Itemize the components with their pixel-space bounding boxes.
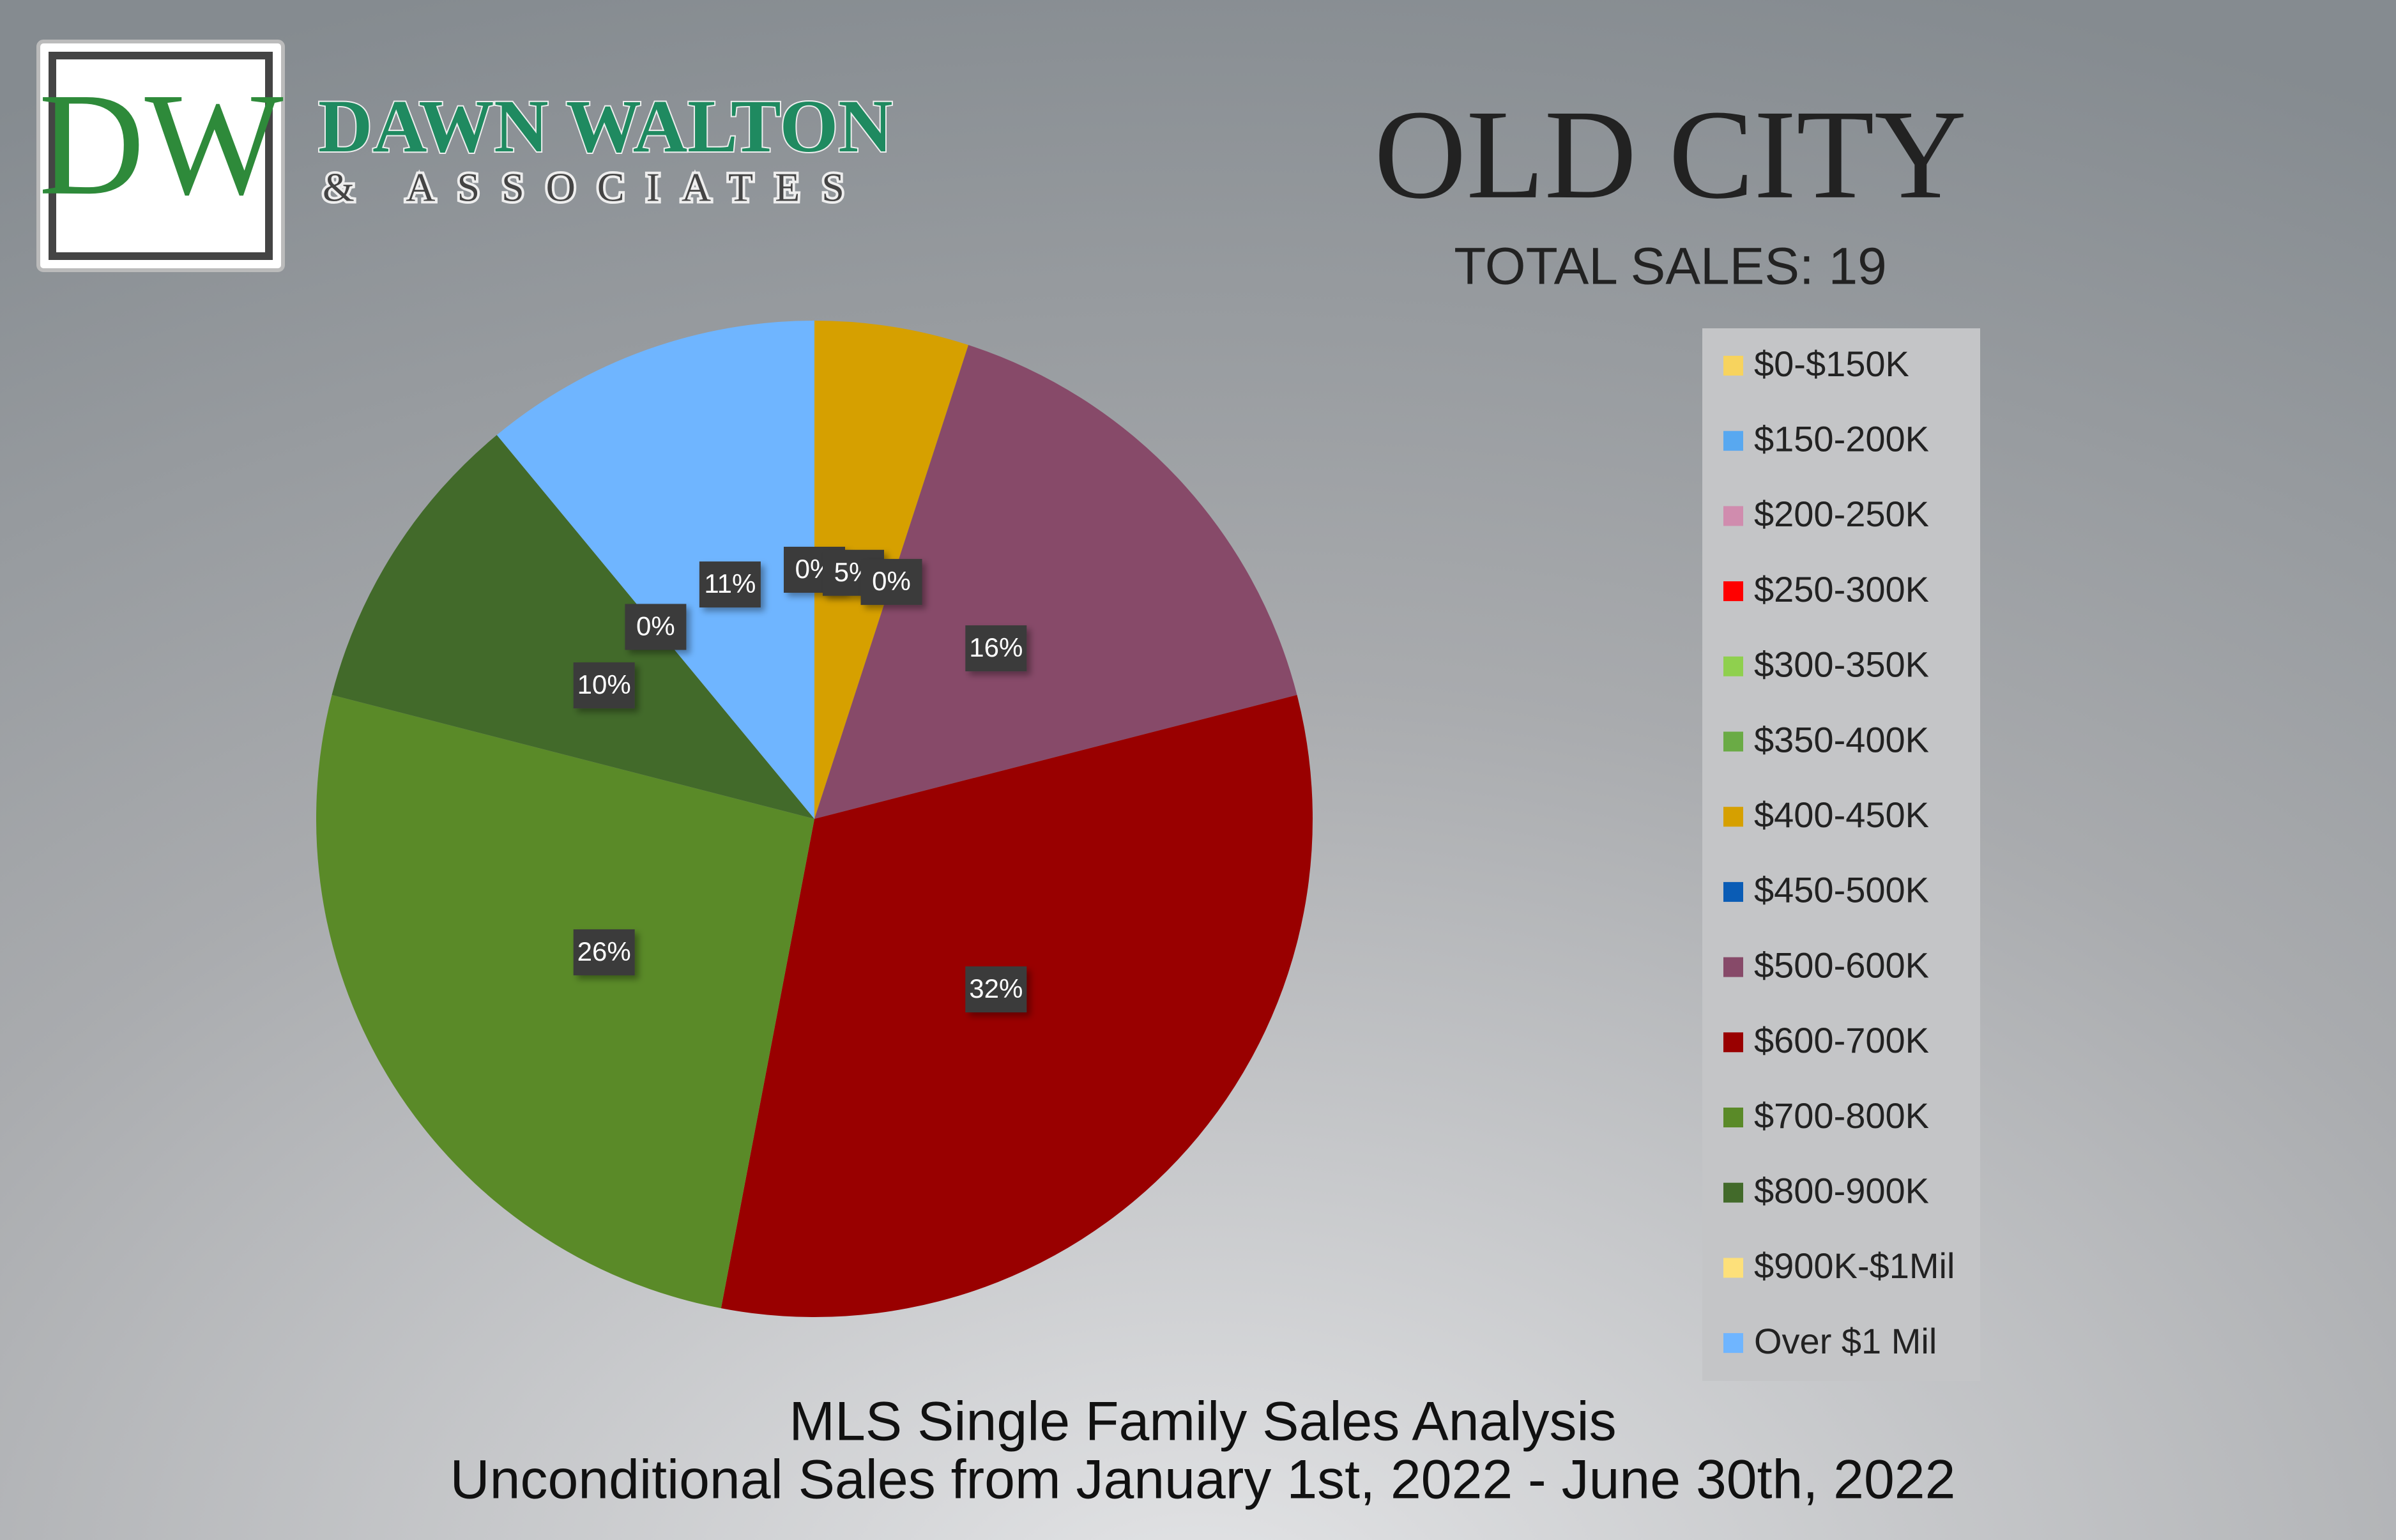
legend-label: $400-450K <box>1754 795 1929 835</box>
legend-swatch <box>1723 807 1743 827</box>
legend-swatch <box>1723 1108 1743 1127</box>
data-label: 0% <box>636 611 675 641</box>
legend-label: Over $1 Mil <box>1754 1321 1937 1361</box>
data-label: 16% <box>969 632 1023 662</box>
legend-swatch <box>1723 1258 1743 1278</box>
pie-slice <box>332 434 814 819</box>
legend-swatch <box>1723 356 1743 376</box>
data-label: 11% <box>704 568 756 598</box>
legend-label: $450-500K <box>1754 870 1929 910</box>
chart-subtitle: TOTAL SALES: 19 <box>1454 238 1887 296</box>
data-label-box <box>573 662 635 709</box>
footer-line: MLS Single Family Sales Analysis <box>789 1391 1616 1452</box>
logo-initials: DW <box>38 63 283 225</box>
legend-label: $350-400K <box>1754 719 1929 759</box>
data-label: 26% <box>577 936 631 966</box>
legend-label: $200-250K <box>1754 494 1929 534</box>
data-label-box <box>699 561 761 608</box>
legend-label: $0-$150K <box>1754 344 1909 384</box>
pie-slice <box>316 695 814 1309</box>
legend-label: $600-700K <box>1754 1020 1929 1060</box>
logo-frame <box>49 52 273 260</box>
data-label: 32% <box>969 973 1023 1003</box>
legend-swatch <box>1723 1333 1743 1353</box>
legend-swatch <box>1723 1182 1743 1203</box>
data-label-box <box>965 625 1027 672</box>
data-label-box <box>573 929 635 975</box>
pie-slice <box>496 321 814 819</box>
legend-swatch <box>1723 731 1743 752</box>
legend-swatch <box>1723 431 1743 451</box>
legend-swatch <box>1723 581 1743 602</box>
legend-swatch <box>1723 881 1743 902</box>
legend-label: $150-200K <box>1754 418 1929 459</box>
logo-name: DAWN WALTON <box>318 84 893 168</box>
legend-box <box>1702 328 1980 1381</box>
data-label-box <box>860 559 922 606</box>
data-label-box <box>965 966 1027 1012</box>
chart-title: OLD CITY <box>1374 84 1967 225</box>
logo-tagline: & ASSOCIATES <box>323 165 866 210</box>
legend-label: $800-900K <box>1754 1170 1929 1210</box>
legend-swatch <box>1723 957 1743 977</box>
pie-slice <box>814 345 1297 819</box>
legend-label: $250-300K <box>1754 569 1929 609</box>
legend-label: $700-800K <box>1754 1095 1929 1136</box>
legend-swatch <box>1723 656 1743 676</box>
legend-label: $900K-$1Mil <box>1754 1246 1955 1286</box>
data-label: 0% <box>872 566 911 596</box>
data-label: 10% <box>577 669 631 699</box>
legend-label: $300-350K <box>1754 644 1929 685</box>
logo-box <box>36 40 285 272</box>
pie-slice <box>496 434 814 819</box>
legend-swatch <box>1723 506 1743 526</box>
legend-swatch <box>1723 1032 1743 1053</box>
legend-label: $500-600K <box>1754 945 1929 985</box>
data-label-box <box>625 604 687 650</box>
footer-line: Unconditional Sales from January 1st, 20… <box>450 1449 1956 1511</box>
